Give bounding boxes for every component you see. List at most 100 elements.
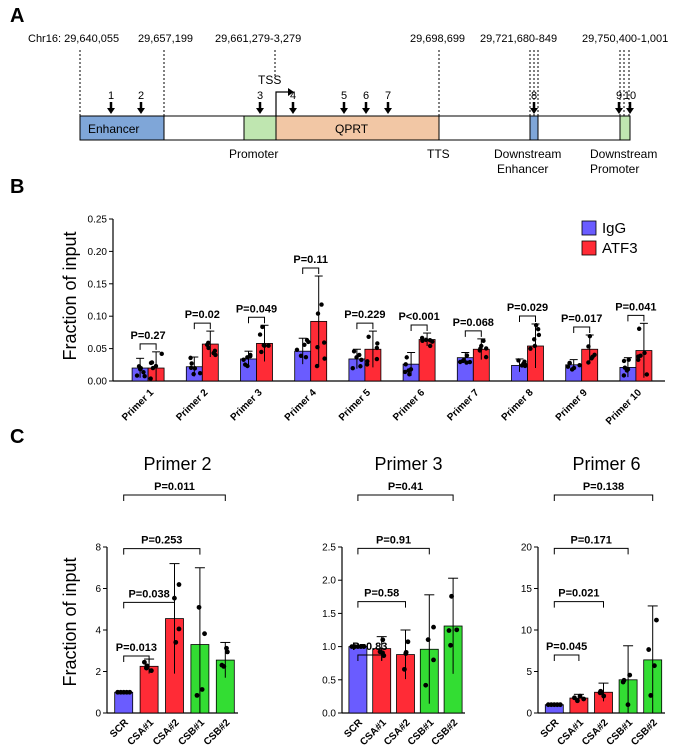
x-tick-label: Primer 2 — [174, 387, 210, 423]
panel-a-label: A — [10, 5, 24, 27]
data-point — [350, 366, 355, 371]
primer-number: 7 — [385, 90, 391, 102]
data-point — [431, 624, 436, 630]
data-point — [377, 649, 383, 655]
data-point — [148, 668, 154, 674]
tss-arrow — [275, 91, 290, 116]
gene-map: Chr16: 29,640,055 29,657,199 29,661,279-… — [28, 33, 668, 176]
data-point — [245, 363, 250, 369]
data-point — [648, 693, 654, 698]
data-point — [406, 368, 411, 373]
data-point — [351, 349, 357, 354]
data-point — [521, 361, 526, 366]
data-point — [127, 689, 133, 695]
tss-label: TSS — [258, 73, 281, 87]
significance-bracket — [357, 547, 430, 555]
data-point — [259, 349, 264, 355]
data-point — [248, 353, 253, 359]
primer-number: 8 — [531, 90, 537, 102]
data-point — [654, 617, 659, 623]
significance-bracket — [464, 330, 482, 337]
significance-bracket — [139, 343, 157, 350]
data-point — [575, 698, 580, 704]
significance-bracket — [123, 601, 175, 609]
legend-swatch — [581, 240, 597, 256]
data-point — [479, 343, 484, 349]
data-point — [141, 370, 146, 375]
data-point — [172, 595, 177, 601]
p-value-label: P=0.91 — [376, 534, 411, 546]
downstream-enhancer-label-1: Downstream — [494, 147, 561, 161]
data-point — [577, 693, 583, 699]
p-value-label: P=0.017 — [561, 313, 602, 325]
data-point — [625, 367, 631, 372]
x-tick-label: CSA#1 — [126, 717, 157, 748]
data-point — [464, 360, 469, 365]
data-point — [460, 358, 466, 364]
data-point — [598, 688, 604, 694]
y-tick-label: 0.5 — [322, 675, 336, 686]
data-point — [260, 324, 265, 330]
downstream-promoter-label-2: Promoter — [590, 162, 639, 176]
data-point — [196, 604, 202, 610]
y-tick-label: 0 — [95, 709, 101, 720]
significance-bracket — [357, 601, 406, 608]
qprt-region — [275, 115, 440, 141]
y-tick-label: 15 — [521, 584, 533, 595]
qprt-label: QPRT — [335, 122, 369, 136]
y-tick-label: 10 — [521, 626, 533, 637]
data-point — [298, 353, 304, 358]
y-tick-label: 0.25 — [88, 215, 108, 226]
primer-number: 1 — [108, 90, 114, 102]
legend-label: IgG — [602, 220, 626, 237]
y-tick-label: 6 — [95, 584, 101, 595]
primer-number: 5 — [341, 90, 347, 102]
primer-number: 6 — [363, 90, 369, 102]
data-point — [533, 322, 539, 328]
x-tick-label: CSA#2 — [151, 717, 182, 748]
y-tick-label: 0.05 — [88, 344, 108, 355]
y-tick-label: 0 — [526, 709, 532, 720]
primer-number: 10 — [624, 90, 636, 102]
p-value-label: P=0.013 — [116, 642, 157, 654]
significance-bracket — [553, 494, 654, 501]
data-point — [567, 360, 572, 366]
primer-arrowhead — [362, 108, 370, 114]
p-value-label: P<0.001 — [398, 311, 439, 323]
data-point — [144, 665, 149, 671]
significance-bracket — [553, 547, 629, 555]
data-point — [194, 692, 200, 698]
downstream-promoter-region — [619, 115, 631, 141]
data-point — [587, 333, 593, 339]
data-point — [636, 354, 641, 359]
data-point — [380, 637, 386, 643]
chart-primer3: Primer 30.00.51.01.52.02.5SCRCSA#1CSA#2C… — [322, 454, 465, 748]
tts-label: TTS — [427, 147, 450, 161]
data-point — [402, 369, 408, 375]
y-tick-label: 0.20 — [88, 247, 108, 258]
data-point — [213, 352, 218, 358]
data-point — [425, 637, 431, 643]
p-value-label: P=0.068 — [453, 317, 494, 329]
p-value-label: P=0.038 — [128, 588, 169, 600]
y-tick-label: 0.0 — [322, 709, 336, 720]
primer-arrowhead — [615, 108, 623, 114]
data-point — [315, 311, 321, 316]
y-tick-label: 8 — [95, 543, 101, 554]
data-point — [319, 302, 324, 307]
primer-arrowhead — [384, 108, 392, 114]
significance-bracket — [193, 322, 211, 330]
data-point — [454, 627, 460, 633]
p-value-label: P=0.049 — [236, 303, 277, 315]
primer-arrowhead — [107, 108, 115, 114]
data-point — [626, 357, 631, 362]
data-point — [431, 657, 436, 663]
data-point — [188, 355, 193, 361]
data-point — [374, 345, 380, 351]
data-point — [381, 653, 387, 659]
x-tick-label: CSB#2 — [430, 717, 461, 748]
coord-label: Chr16: 29,640,055 — [28, 33, 119, 45]
y-tick-label: 1.5 — [322, 609, 336, 620]
x-tick-label: CSA#1 — [555, 717, 586, 748]
significance-bracket — [123, 548, 201, 555]
